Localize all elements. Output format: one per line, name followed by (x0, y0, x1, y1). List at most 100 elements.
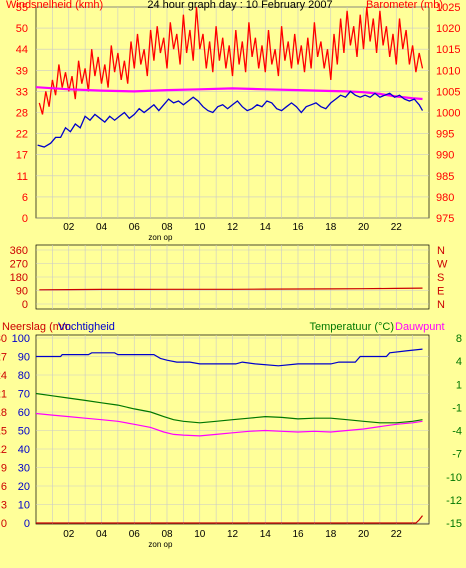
temperature-tick-label: 1 (456, 379, 462, 391)
left-tick-label: 0 (22, 213, 28, 225)
temperature-tick-label: 8 (456, 333, 462, 345)
rain-tick-label: 21 (0, 389, 7, 401)
x-tick-label: 04 (96, 222, 108, 233)
x-tick-label: 10 (194, 222, 206, 233)
left-tick-label: 17 (16, 150, 28, 162)
right-tick-label: 1025 (436, 2, 460, 14)
humidity-tick-label: 90 (18, 352, 30, 364)
left-tick-label: 33 (16, 86, 28, 98)
series-line-humidity (36, 348, 423, 367)
rain-tick-label: 24 (0, 370, 7, 382)
left-tick-label: 11 (17, 171, 28, 183)
left-tick-label: 55 (16, 2, 28, 14)
x-tick-label: 14 (260, 222, 272, 233)
left-tick-label: 0 (22, 299, 28, 311)
left-axis-label-rain: Neerslag (mm (2, 321, 71, 333)
right-axis-label-temperature: Temperatuur (°C) (310, 321, 394, 333)
left-tick-label: 6 (22, 192, 28, 204)
x-tick-label: 06 (129, 222, 141, 233)
left-tick-label: 360 (10, 245, 28, 257)
temperature-tick-label: -1 (452, 402, 462, 414)
series-line-direction (39, 287, 423, 291)
sunrise-label: zon op (148, 540, 173, 549)
x-tick-label: 14 (260, 529, 272, 540)
right-tick-label: 1020 (436, 23, 460, 35)
x-tick-label: 22 (391, 529, 403, 540)
left-tick-label: 90 (16, 286, 28, 298)
rain-tick-label: 3 (1, 500, 7, 512)
series-line-temperature (35, 392, 423, 424)
x-tick-label: 18 (325, 529, 337, 540)
x-tick-label: 12 (227, 222, 239, 233)
compass-tick-label: N (437, 299, 445, 311)
x-tick-label: 02 (63, 222, 75, 233)
x-tick-label: 18 (325, 222, 337, 233)
humidity-tick-label: 70 (18, 389, 30, 401)
right-tick-label: 1010 (436, 65, 460, 77)
chart-title: 24 hour graph day : 10 February 2007 (147, 0, 332, 11)
rain-tick-label: 18 (0, 407, 7, 419)
humidity-tick-label: 30 (18, 463, 30, 475)
temperature-tick-label: 4 (456, 356, 462, 368)
left-tick-label: 270 (10, 259, 28, 271)
compass-tick-label: E (437, 286, 444, 298)
temperature-tick-label: -15 (446, 518, 462, 530)
right-tick-label: 1000 (436, 108, 460, 120)
rain-tick-label: 9 (1, 463, 7, 475)
humidity-tick-label: 60 (18, 407, 30, 419)
rain-tick-label: 0 (1, 518, 7, 530)
x-tick-label: 12 (227, 529, 239, 540)
right-tick-label: 975 (436, 213, 454, 225)
series-line-wind (37, 90, 424, 148)
x-tick-label: 08 (161, 529, 173, 540)
right-tick-label: 985 (436, 171, 454, 183)
humidity-tick-label: 40 (18, 444, 30, 456)
x-tick-label: 16 (292, 529, 304, 540)
right-axis-label-dewpoint: Dauwpunt (395, 321, 445, 333)
x-tick-label: 10 (194, 529, 206, 540)
right-tick-label: 1015 (436, 44, 460, 56)
right-tick-label: 980 (436, 192, 454, 204)
rain-tick-label: 15 (0, 426, 7, 438)
right-tick-label: 995 (436, 129, 454, 141)
sunrise-label: zon op (148, 233, 173, 242)
left-axis-label-humidity: Vochtigheid (58, 321, 115, 333)
series-line-gust (38, 6, 424, 115)
humidity-tick-label: 100 (12, 333, 30, 345)
temperature-tick-label: -12 (446, 495, 462, 507)
rain-tick-label: 27 (0, 352, 7, 364)
humidity-tick-label: 80 (18, 370, 30, 382)
temperature-tick-label: -10 (446, 472, 462, 484)
x-tick-label: 02 (63, 529, 75, 540)
humidity-tick-label: 10 (18, 500, 30, 512)
temperature-tick-label: -4 (452, 426, 462, 438)
temperature-tick-label: -7 (452, 449, 462, 461)
rain-tick-label: 30 (0, 333, 7, 345)
x-tick-label: 16 (292, 222, 304, 233)
x-tick-label: 06 (129, 529, 141, 540)
left-tick-label: 28 (16, 108, 28, 120)
compass-tick-label: N (437, 245, 445, 257)
right-tick-label: 1005 (436, 86, 460, 98)
x-tick-label: 08 (161, 222, 173, 233)
compass-tick-label: S (437, 272, 444, 284)
x-tick-label: 04 (96, 529, 108, 540)
humidity-tick-label: 50 (18, 426, 30, 438)
right-tick-label: 990 (436, 150, 454, 162)
humidity-tick-label: 0 (24, 518, 30, 530)
rain-tick-label: 12 (0, 444, 7, 456)
series-line-rain (36, 515, 423, 524)
left-axis-label-wind: Windsnelheid (kmh) (6, 0, 103, 11)
left-tick-label: 22 (16, 129, 28, 141)
rain-tick-label: 6 (1, 481, 7, 493)
series-line-pressure (35, 86, 423, 101)
x-tick-label: 20 (358, 222, 370, 233)
left-tick-label: 44 (16, 44, 28, 56)
x-tick-label: 22 (391, 222, 403, 233)
left-tick-label: 180 (10, 272, 28, 284)
left-tick-label: 39 (16, 65, 28, 77)
compass-tick-label: W (437, 259, 448, 271)
left-tick-label: 50 (16, 23, 28, 35)
